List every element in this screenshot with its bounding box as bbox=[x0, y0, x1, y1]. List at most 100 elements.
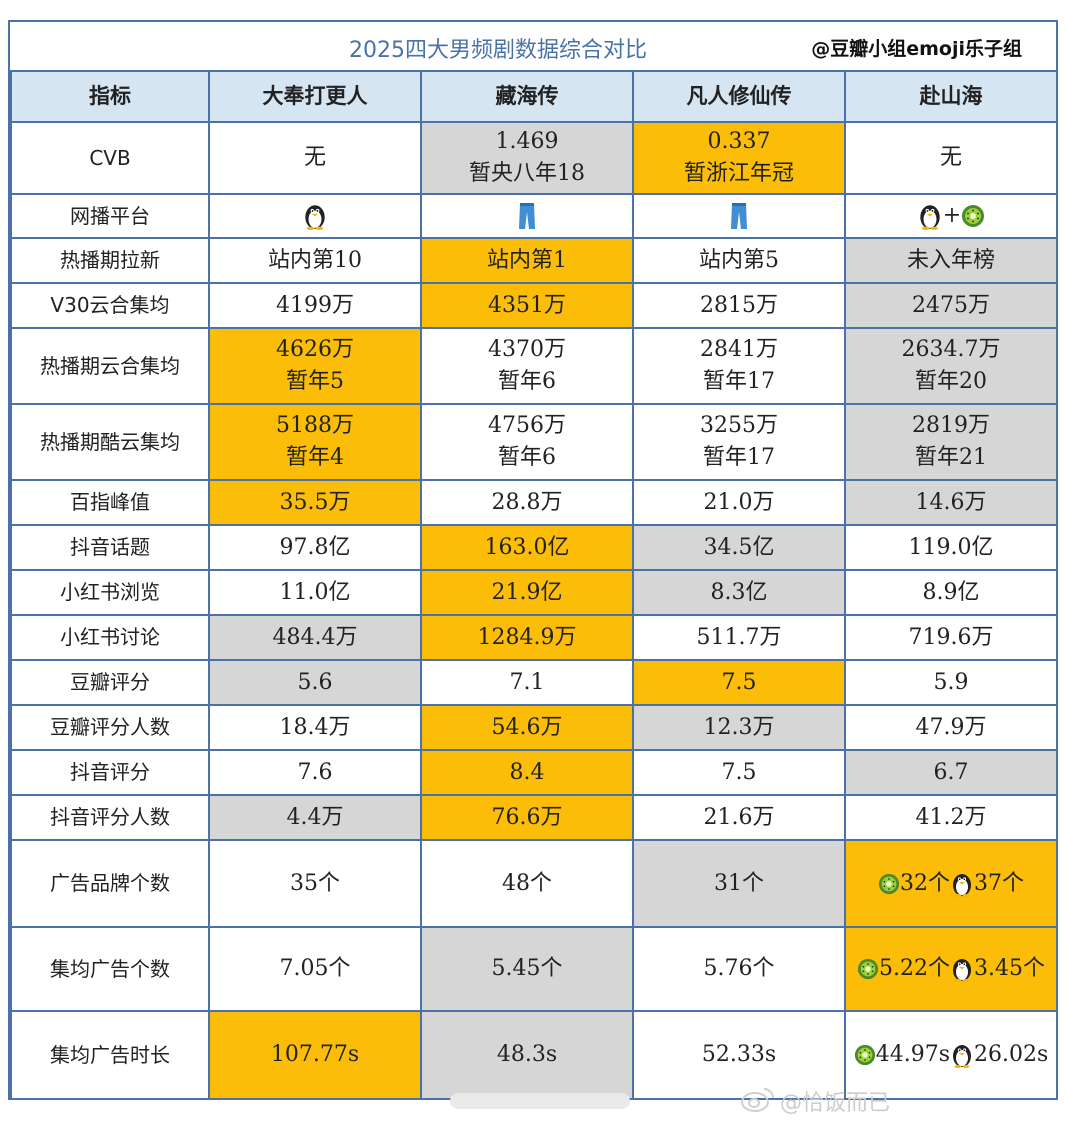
data-cell: 163.0亿 bbox=[420, 524, 634, 571]
table-row: 百指峰值 35.5万 28.8万 21.0万 14.6万 bbox=[10, 479, 1058, 526]
table-row: 豆瓣评分人数 18.4万 54.6万 12.3万 47.9万 bbox=[10, 704, 1058, 751]
data-cell: 97.8亿 bbox=[208, 524, 422, 571]
table-row: 抖音评分 7.6 8.4 7.5 6.7 bbox=[10, 749, 1058, 796]
credit-tag: @豆瓣小组emoji乐子组 bbox=[811, 38, 1022, 60]
data-cell: 511.7万 bbox=[632, 614, 846, 661]
header-cell: 赴山海 bbox=[844, 70, 1058, 123]
table-row: 热播期酷云集均 5188万 暂年4 4756万 暂年6 3255万 暂年17 2819… bbox=[10, 403, 1058, 481]
row-label: 热播期云合集均 bbox=[10, 327, 210, 405]
kiwi-icon bbox=[854, 1044, 876, 1066]
penguin-icon bbox=[950, 1042, 974, 1068]
data-cell: 35个 bbox=[208, 839, 422, 928]
data-cell: 76.6万 bbox=[420, 794, 634, 841]
table-row: 集均广告个数 7.05个 5.45个 5.76个 5.22个 3.45个 bbox=[10, 926, 1058, 1012]
header-cell: 凡人修仙传 bbox=[632, 70, 846, 123]
table-row: 广告品牌个数 35个 48个 31个 32个 37个 bbox=[10, 839, 1058, 928]
data-cell: 47.9万 bbox=[844, 704, 1058, 751]
data-cell: 7.6 bbox=[208, 749, 422, 796]
cell-rank: 暂年6 bbox=[498, 445, 556, 470]
cell-rank: 暂年4 bbox=[286, 445, 344, 470]
data-cell: 34.5亿 bbox=[632, 524, 846, 571]
row-label: 集均广告时长 bbox=[10, 1010, 210, 1100]
data-cell: 14.6万 bbox=[844, 479, 1058, 526]
data-cell: 48个 bbox=[420, 839, 634, 928]
table-row: 抖音评分人数 4.4万 76.6万 21.6万 41.2万 bbox=[10, 794, 1058, 841]
cell-rank: 暂年17 bbox=[703, 445, 775, 470]
data-cell: 18.4万 bbox=[208, 704, 422, 751]
cell-value: 4756万 bbox=[488, 413, 566, 439]
kiwi-icon bbox=[878, 873, 900, 895]
data-cell: 2475万 bbox=[844, 282, 1058, 329]
row-label: 抖音话题 bbox=[10, 524, 210, 571]
data-cell bbox=[420, 193, 634, 239]
data-cell: 2815万 bbox=[632, 282, 846, 329]
header-cell: 藏海传 bbox=[420, 70, 634, 123]
data-cell bbox=[208, 193, 422, 239]
jeans-icon bbox=[729, 202, 749, 230]
kiwi-icon bbox=[857, 958, 879, 980]
comparison-table: 指标 大奉打更人 藏海传 凡人修仙传 赴山海 CVB 无 1.469 暂央八年18… bbox=[10, 70, 1058, 1100]
data-cell: 站内第10 bbox=[208, 237, 422, 284]
cell-rank: 暂年21 bbox=[915, 445, 987, 470]
data-cell: 7.5 bbox=[632, 659, 846, 706]
data-cell: 12.3万 bbox=[632, 704, 846, 751]
data-cell: 8.9亿 bbox=[844, 569, 1058, 616]
comparison-sheet: 2025四大男频剧数据综合对比 @豆瓣小组emoji乐子组 指标 大奉打更人 藏… bbox=[8, 20, 1058, 1100]
cell-rank: 暂年5 bbox=[286, 369, 344, 394]
data-cell: 4.4万 bbox=[208, 794, 422, 841]
page-title: 2025四大男频剧数据综合对比 bbox=[349, 38, 647, 63]
data-cell: 32个 37个 bbox=[844, 839, 1058, 928]
data-cell: 未入年榜 bbox=[844, 237, 1058, 284]
data-cell: 站内第5 bbox=[632, 237, 846, 284]
cell-value: 0.337 bbox=[707, 129, 771, 155]
penguin-icon bbox=[950, 956, 974, 982]
header-row: 指标 大奉打更人 藏海传 凡人修仙传 赴山海 bbox=[10, 70, 1058, 123]
data-cell: 52.33s bbox=[632, 1010, 846, 1100]
data-cell: 484.4万 bbox=[208, 614, 422, 661]
table-row: 豆瓣评分 5.6 7.1 7.5 5.9 bbox=[10, 659, 1058, 706]
data-cell: 无 bbox=[844, 121, 1058, 195]
data-cell: 11.0亿 bbox=[208, 569, 422, 616]
header-cell: 指标 bbox=[10, 70, 210, 123]
cell-rank: 暂年17 bbox=[703, 369, 775, 394]
row-label: 抖音评分人数 bbox=[10, 794, 210, 841]
data-cell: 5.45个 bbox=[420, 926, 634, 1012]
weibo-icon bbox=[741, 1088, 774, 1112]
data-cell: 5.9 bbox=[844, 659, 1058, 706]
table-row: V30云合集均 4199万 4351万 2815万 2475万 bbox=[10, 282, 1058, 329]
data-cell: 7.5 bbox=[632, 749, 846, 796]
data-cell: 54.6万 bbox=[420, 704, 634, 751]
data-cell: 35.5万 bbox=[208, 479, 422, 526]
cell-rank: 暂年20 bbox=[915, 369, 987, 394]
cell-value: 4626万 bbox=[276, 337, 354, 363]
penguin-icon bbox=[917, 202, 943, 230]
data-cell: 7.05个 bbox=[208, 926, 422, 1012]
data-cell: 28.8万 bbox=[420, 479, 634, 526]
cell-value: 26.02s bbox=[974, 1042, 1049, 1068]
table-row: 抖音话题 97.8亿 163.0亿 34.5亿 119.0亿 bbox=[10, 524, 1058, 571]
jeans-icon bbox=[517, 202, 537, 230]
cell-rank: 暂浙江年冠 bbox=[683, 161, 794, 186]
data-cell: 8.3亿 bbox=[632, 569, 846, 616]
row-label: 网播平台 bbox=[10, 193, 210, 239]
row-label: 集均广告个数 bbox=[10, 926, 210, 1012]
data-cell: 119.0亿 bbox=[844, 524, 1058, 571]
data-cell: 4756万暂年6 bbox=[420, 403, 634, 481]
cell-value: 5188万 bbox=[276, 413, 354, 439]
row-label: 广告品牌个数 bbox=[10, 839, 210, 928]
cell-value: 5.22个 bbox=[879, 956, 950, 982]
data-cell: 4351万 bbox=[420, 282, 634, 329]
data-cell: 31个 bbox=[632, 839, 846, 928]
data-cell: 1.469 暂央八年18 bbox=[420, 121, 634, 195]
cell-rank: 暂年6 bbox=[498, 369, 556, 394]
cell-value: 2819万 bbox=[912, 413, 990, 439]
data-cell: 站内第1 bbox=[420, 237, 634, 284]
watermark-bar: @恰饭而已 bbox=[440, 1081, 1060, 1121]
header-cell: 大奉打更人 bbox=[208, 70, 422, 123]
table-row: 热播期云合集均 4626万 暂年5 4370万 暂年6 2841万 暂年17 2634… bbox=[10, 327, 1058, 405]
row-label: 百指峰值 bbox=[10, 479, 210, 526]
data-cell: + bbox=[844, 193, 1058, 239]
data-cell: 0.337 暂浙江年冠 bbox=[632, 121, 846, 195]
cell-value: 32个 bbox=[900, 870, 950, 896]
cell-value: 4370万 bbox=[488, 337, 566, 363]
